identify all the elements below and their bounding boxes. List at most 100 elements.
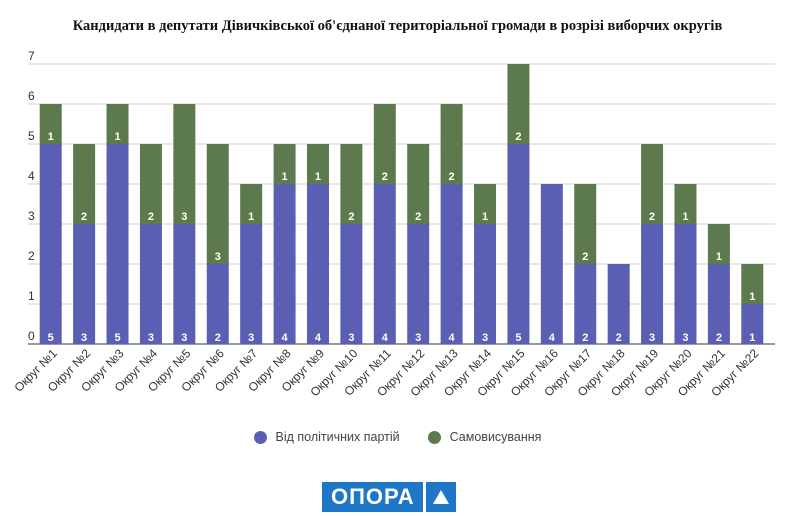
bar-segment-self-nomination [707, 224, 730, 264]
data-label-self-nomination: 2 [348, 211, 354, 223]
y-tick-label: 2 [28, 249, 35, 263]
bar-segment-parties [206, 264, 229, 344]
data-label-self-nomination: 1 [716, 251, 722, 263]
legend-item-self-nomination: Самовисування [427, 430, 542, 444]
bar-segment-parties [607, 264, 630, 344]
bar-segment-parties [707, 264, 730, 344]
data-label-parties: 5 [48, 332, 54, 344]
bar-segment-self-nomination [641, 144, 664, 224]
bar-segment-parties [39, 144, 62, 344]
bar-segment-self-nomination [139, 144, 162, 224]
data-label-self-nomination: 1 [482, 211, 488, 223]
bar-segment-self-nomination [306, 144, 329, 184]
bar-segment-parties [306, 184, 329, 344]
data-label-self-nomination: 2 [515, 131, 521, 143]
legend-label-self-nomination: Самовисування [449, 430, 542, 444]
bar-segment-parties [273, 184, 296, 344]
data-label-parties: 4 [449, 332, 456, 344]
data-label-parties: 4 [549, 332, 556, 344]
bar-segment-parties [407, 224, 430, 344]
legend-item-parties: Від політичних партій [253, 430, 400, 444]
bar-segment-self-nomination [574, 184, 597, 264]
data-label-parties: 3 [348, 332, 354, 344]
y-tick-label: 4 [28, 169, 35, 183]
y-tick-label: 5 [28, 129, 35, 143]
y-tick-label: 6 [28, 89, 35, 103]
bar-segment-self-nomination [273, 144, 296, 184]
data-label-self-nomination: 1 [282, 171, 288, 183]
data-label-parties: 2 [716, 332, 722, 344]
bar-segment-parties [340, 224, 363, 344]
data-label-parties: 3 [181, 332, 187, 344]
data-label-parties: 3 [682, 332, 688, 344]
data-label-self-nomination: 3 [181, 211, 187, 223]
data-label-self-nomination: 1 [749, 291, 755, 303]
bar-segment-self-nomination [373, 104, 396, 184]
legend-label-parties: Від політичних партій [275, 430, 400, 444]
bar-segment-parties [674, 224, 697, 344]
bar-segment-parties [139, 224, 162, 344]
data-label-parties: 3 [415, 332, 421, 344]
data-label-parties: 4 [282, 332, 289, 344]
bar-segment-parties [173, 224, 196, 344]
data-label-self-nomination: 2 [415, 211, 421, 223]
opora-logo: ОПОРА [322, 482, 456, 512]
bar-segment-self-nomination [674, 184, 697, 224]
data-label-parties: 3 [81, 332, 87, 344]
legend-swatch-self-nomination [427, 430, 441, 444]
bar-segment-parties [474, 224, 497, 344]
data-label-self-nomination: 1 [248, 211, 254, 223]
chart-legend: Від політичних партій Самовисування [0, 430, 795, 444]
bar-segment-self-nomination [507, 64, 530, 144]
bar-segment-parties [240, 224, 263, 344]
bar-segment-self-nomination [206, 144, 229, 264]
data-label-parties: 2 [582, 332, 588, 344]
bar-segment-self-nomination [173, 104, 196, 224]
data-label-self-nomination: 1 [48, 131, 54, 143]
bar-segment-parties [507, 144, 530, 344]
data-label-parties: 5 [515, 332, 521, 344]
bar-segment-self-nomination [407, 144, 430, 224]
data-label-parties: 3 [482, 332, 488, 344]
y-tick-label: 0 [28, 329, 35, 343]
data-label-parties: 2 [616, 332, 622, 344]
data-label-parties: 2 [215, 332, 221, 344]
bar-segment-parties [641, 224, 664, 344]
data-label-self-nomination: 1 [682, 211, 688, 223]
data-label-self-nomination: 1 [315, 171, 321, 183]
bar-segment-self-nomination [741, 264, 764, 304]
bar-segment-self-nomination [240, 184, 263, 224]
bar-segment-parties [574, 264, 597, 344]
chart-title: Кандидати в депутати Дівичківської об'єд… [72, 18, 723, 34]
data-label-self-nomination: 2 [81, 211, 87, 223]
y-tick-label: 7 [28, 49, 35, 63]
data-label-self-nomination: 2 [582, 251, 588, 263]
bar-segment-parties [440, 184, 463, 344]
bar-segment-self-nomination [474, 184, 497, 224]
bar-segment-parties [73, 224, 96, 344]
bar-segment-self-nomination [106, 104, 129, 144]
logo-text: ОПОРА [322, 482, 423, 512]
data-label-parties: 5 [114, 332, 120, 344]
bar-segment-self-nomination [340, 144, 363, 224]
y-tick-label: 3 [28, 209, 35, 223]
bar-segment-self-nomination [73, 144, 96, 224]
data-label-self-nomination: 2 [148, 211, 154, 223]
legend-swatch-parties [253, 430, 267, 444]
data-label-self-nomination: 2 [449, 171, 455, 183]
triangle-icon [425, 482, 456, 512]
data-label-self-nomination: 1 [114, 131, 120, 143]
data-label-parties: 1 [749, 332, 755, 344]
data-label-self-nomination: 2 [649, 211, 655, 223]
bar-segment-self-nomination [39, 104, 62, 144]
data-label-parties: 3 [148, 332, 154, 344]
data-label-parties: 3 [649, 332, 655, 344]
data-label-self-nomination: 3 [215, 251, 221, 263]
data-label-parties: 4 [382, 332, 389, 344]
data-label-parties: 3 [248, 332, 254, 344]
bar-segment-parties [106, 144, 129, 344]
y-tick-label: 1 [28, 289, 35, 303]
bar-segment-parties [373, 184, 396, 344]
bar-segment-parties [540, 184, 563, 344]
